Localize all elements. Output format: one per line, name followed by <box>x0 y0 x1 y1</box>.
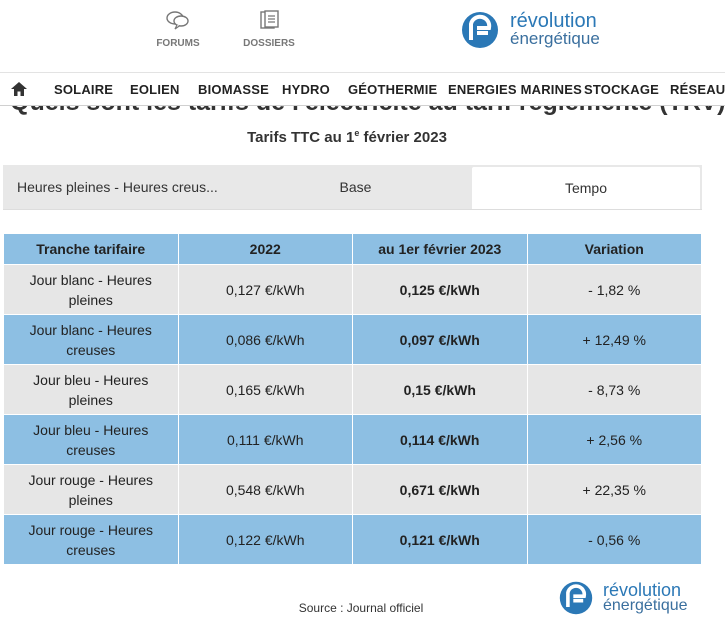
column-header: Tranche tarifaire <box>3 233 179 265</box>
table-row: Jour rouge - Heures creuses 0,122 €/kWh 0,… <box>3 514 702 565</box>
tab[interactable]: Base <box>339 179 372 195</box>
table-cell: Jour bleu - Heures pleines <box>3 364 179 415</box>
table-row: Jour blanc - Heures creuses 0,086 €/kWh 0,… <box>3 314 702 365</box>
table-cell: 0,121 €/kWh <box>352 514 528 565</box>
nav-item[interactable]: SOLAIRE <box>54 82 114 97</box>
forums-label: FORUMS <box>156 38 200 49</box>
header-row: Tranche tarifaire 2022 au 1er février 2023… <box>3 233 702 265</box>
table-row: Jour rouge - Heures pleines 0,548 €/kWh 0,… <box>3 464 702 515</box>
tariff-table: Tranche tarifaire 2022 au 1er février 2023… <box>3 233 702 565</box>
table-cell: 0,15 €/kWh <box>352 364 528 415</box>
dossiers-link[interactable]: DOSSIERS <box>229 10 309 49</box>
nav-item[interactable]: GÉOTHERMIE <box>348 82 438 97</box>
tab[interactable]: Heures pleines - Heures creus... <box>17 179 218 195</box>
forums-link[interactable]: FORUMS <box>138 10 218 49</box>
table-row: Jour bleu - Heures pleines 0,165 €/kWh 0,1… <box>3 364 702 415</box>
logo-mark[interactable] <box>460 10 500 50</box>
table-cell: Jour blanc - Heures creuses <box>3 314 179 365</box>
forums-icon <box>166 11 189 30</box>
tab-bar: Heures pleines - Heures creus... Base Temp… <box>3 165 702 210</box>
site-header: FORUMS DOSSIERS révolution énergétique <box>0 0 725 72</box>
home-icon[interactable] <box>11 82 27 96</box>
column-header: au 1er février 2023 <box>352 233 528 265</box>
table-cell: Jour bleu - Heures creuses <box>3 414 179 465</box>
logo-line: énergétique <box>603 597 688 614</box>
nav-item[interactable]: ENERGIES MARINES <box>448 82 582 97</box>
caption-text: février 2023 <box>359 129 447 146</box>
tab[interactable]: Tempo <box>472 167 700 209</box>
column-header: 2022 <box>177 233 353 265</box>
table-cell: Jour rouge - Heures pleines <box>3 464 179 515</box>
nav-bar: SOLAIRE EOLIEN BIOMASSE HYDRO GÉOTHERMIE ENER… <box>0 72 725 106</box>
nav-item[interactable]: BIOMASSE <box>198 82 269 97</box>
nav-item[interactable]: HYDRO <box>282 82 330 97</box>
column-header: Variation <box>526 233 702 265</box>
caption-sup: e <box>354 128 360 138</box>
dossiers-label: DOSSIERS <box>243 38 295 49</box>
table-cell: 0,671 €/kWh <box>352 464 528 515</box>
table-cell: 0,127 €/kWh <box>177 264 353 315</box>
table-cell: 0,111 €/kWh <box>177 414 353 465</box>
table-cell: 0,114 €/kWh <box>352 414 528 465</box>
table-cell: - 1,82 % <box>526 264 702 315</box>
source-note: Source : Journal officiel <box>298 601 424 615</box>
table-cell: + 12,49 % <box>526 314 702 365</box>
footer-logo-mark <box>559 581 593 615</box>
table-cell: 0,086 €/kWh <box>177 314 353 365</box>
table-cell: Jour blanc - Heures pleines <box>3 264 179 315</box>
table-cell: + 2,56 % <box>526 414 702 465</box>
nav-item[interactable]: RÉSEAUX <box>670 82 725 97</box>
table-cell: 0,125 €/kWh <box>352 264 528 315</box>
logo-line: énergétique <box>510 29 600 48</box>
table-cell: - 8,73 % <box>526 364 702 415</box>
nav-item[interactable]: STOCKAGE <box>584 82 660 97</box>
nav-item[interactable]: EOLIEN <box>130 82 180 97</box>
caption-text: Tarifs TTC au 1 <box>247 129 355 146</box>
table-cell: Jour rouge - Heures creuses <box>3 514 179 565</box>
table-cell: 0,165 €/kWh <box>177 364 353 415</box>
table-cell: - 0,56 % <box>526 514 702 565</box>
logo-line: révolution <box>603 580 682 600</box>
table-cell: 0,097 €/kWh <box>352 314 528 365</box>
logo-text[interactable]: révolution énergétique <box>510 10 600 48</box>
dossiers-icon <box>260 10 279 29</box>
table-row: Jour bleu - Heures creuses 0,111 €/kWh 0,1… <box>3 414 702 465</box>
footer-logo-text: révolution énergétique <box>603 580 688 614</box>
table-cell: + 22,35 % <box>526 464 702 515</box>
logo-line: révolution <box>510 10 597 32</box>
table-caption: Tarifs TTC au 1e février 2023 <box>0 128 694 146</box>
table-cell: 0,122 €/kWh <box>177 514 353 565</box>
table-cell: 0,548 €/kWh <box>177 464 353 515</box>
table-row: Jour blanc - Heures pleines 0,127 €/kWh 0,… <box>3 264 702 315</box>
